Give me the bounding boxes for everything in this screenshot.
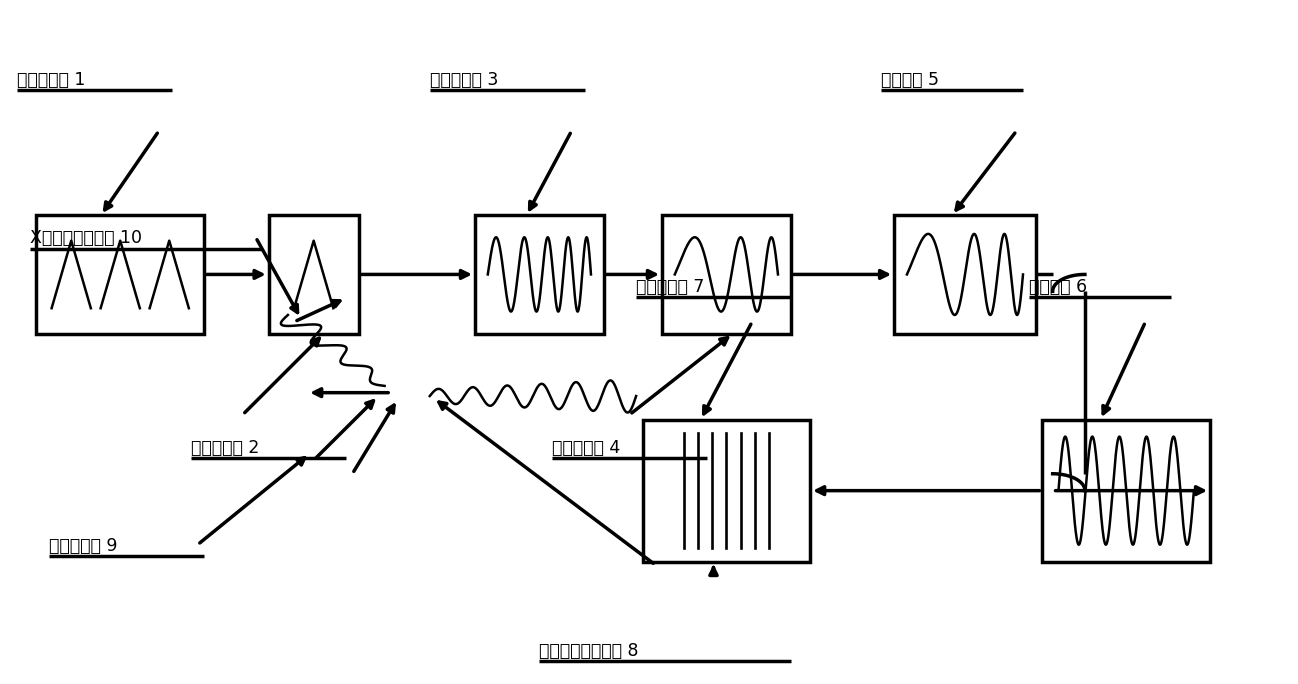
Bar: [662, 215, 790, 334]
Bar: [269, 215, 358, 334]
Text: 超短激光脉冲序列 8: 超短激光脉冲序列 8: [540, 642, 639, 659]
Text: 脉冲展宽器 4: 脉冲展宽器 4: [552, 439, 620, 457]
Text: 脉冲电子束 9: 脉冲电子束 9: [49, 537, 118, 555]
Text: 脉冲压缩器 7: 脉冲压缩器 7: [636, 278, 705, 296]
Text: 脉冲堆积器 3: 脉冲堆积器 3: [430, 70, 498, 89]
Bar: [1042, 420, 1210, 562]
Bar: [894, 215, 1036, 334]
Text: 锁模激光器 1: 锁模激光器 1: [17, 70, 86, 89]
Text: 预放大器 5: 预放大器 5: [881, 70, 940, 89]
Bar: [36, 215, 204, 334]
Bar: [643, 420, 810, 562]
Bar: [475, 215, 604, 334]
Text: 主放大器 6: 主放大器 6: [1029, 278, 1088, 296]
Text: X射线源脉冲序列 10: X射线源脉冲序列 10: [30, 229, 141, 248]
Text: 脉冲降频器 2: 脉冲降频器 2: [191, 439, 260, 457]
